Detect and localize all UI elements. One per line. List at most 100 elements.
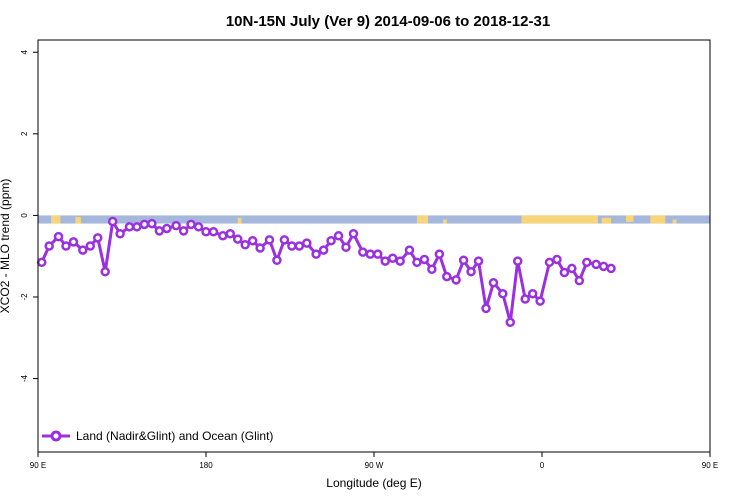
data-point: [44, 241, 54, 251]
land-band-patch: [51, 215, 61, 224]
data-point: [466, 266, 476, 277]
data-point: [193, 222, 204, 232]
data-point: [68, 237, 79, 247]
data-point: [326, 235, 336, 246]
data-point: [442, 271, 452, 282]
land-band-patch: [75, 217, 81, 224]
data-point: [115, 229, 125, 239]
data-point: [201, 226, 211, 237]
x-tick-label: 90 E: [30, 461, 46, 470]
data-point: [559, 267, 570, 278]
data-point: [582, 257, 592, 268]
y-tick-label: 0: [20, 213, 29, 218]
y-axis-label: XCO2 - MLO trend (ppm): [0, 179, 12, 314]
data-point: [240, 240, 250, 250]
land-band-patch: [626, 215, 634, 222]
data-point: [372, 249, 383, 259]
data-point: [208, 226, 219, 237]
data-point: [520, 294, 530, 304]
data-point: [365, 249, 376, 259]
data-point: [178, 226, 189, 236]
data-point: [255, 243, 265, 253]
data-point: [481, 303, 491, 314]
data-point: [567, 263, 577, 274]
surface-type-band: [38, 215, 710, 224]
land-band-patch: [416, 215, 429, 224]
land-band-patch: [237, 217, 242, 224]
data-point: [498, 288, 508, 299]
data-point: [85, 241, 96, 251]
data-point: [395, 256, 405, 266]
data-point: [606, 263, 616, 274]
data-point: [341, 242, 351, 252]
data-point: [279, 235, 290, 245]
x-tick-label: 90 E: [702, 461, 718, 470]
data-point: [247, 235, 258, 246]
data-point: [36, 257, 47, 268]
y-axis-ticks: 4 2 0 -2 -4: [20, 49, 38, 382]
data-point: [404, 245, 415, 255]
data-point: [218, 231, 228, 241]
data-point: [434, 249, 445, 259]
data-point: [591, 259, 601, 270]
y-tick-label: -4: [20, 374, 29, 382]
data-point: [302, 238, 312, 248]
y-tick-label: 2: [20, 131, 29, 136]
x-tick-label: 0: [540, 461, 545, 470]
data-point: [61, 241, 71, 251]
land-band-patch: [672, 219, 677, 224]
data-point: [78, 245, 88, 255]
data-point: [427, 264, 437, 275]
data-point: [535, 296, 545, 306]
x-axis-label: Longitude (deg E): [326, 476, 421, 490]
data-point: [505, 317, 516, 328]
data-point: [348, 229, 359, 239]
data-point: [412, 257, 422, 268]
land-band-patch: [601, 217, 612, 224]
data-point: [527, 288, 538, 299]
data-point: [124, 222, 135, 232]
y-tick-label: 4: [20, 49, 29, 54]
data-point: [92, 233, 103, 243]
data-point: [272, 255, 282, 266]
data-point: [512, 256, 523, 266]
data-point: [574, 275, 585, 286]
data-point: [419, 254, 430, 265]
x-tick-label: 90 W: [365, 461, 384, 470]
data-point: [186, 219, 196, 230]
data-point: [473, 256, 484, 266]
data-point: [287, 241, 297, 251]
data-point: [264, 235, 275, 245]
data-point: [318, 245, 329, 255]
data-point: [225, 229, 236, 239]
data-point: [107, 216, 118, 227]
data-point: [100, 266, 110, 277]
land-band-patch: [521, 215, 598, 224]
ocean-band: [38, 215, 710, 224]
legend: Land (Nadir&Glint) and Ocean (Glint): [42, 429, 273, 443]
legend-label: Land (Nadir&Glint) and Ocean (Glint): [76, 429, 273, 443]
data-point: [488, 277, 499, 288]
chart-title: 10N-15N July (Ver 9) 2014-09-06 to 2018-…: [226, 13, 550, 30]
data-point: [451, 275, 461, 285]
data-point: [53, 231, 64, 242]
land-band-patch: [443, 219, 447, 224]
series-group: [36, 216, 616, 328]
data-point: [358, 247, 368, 257]
y-tick-label: -2: [20, 293, 29, 301]
data-point: [147, 218, 157, 229]
data-point: [598, 261, 609, 272]
data-point: [333, 231, 344, 241]
legend-marker: [50, 430, 62, 442]
data-point: [380, 256, 390, 266]
data-point: [544, 257, 555, 268]
data-point: [552, 254, 562, 265]
data-point: [458, 255, 469, 266]
data-point: [387, 253, 398, 263]
data-point: [139, 219, 150, 230]
data-point: [154, 226, 165, 236]
data-point: [162, 223, 172, 234]
x-tick-label: 180: [199, 461, 213, 470]
